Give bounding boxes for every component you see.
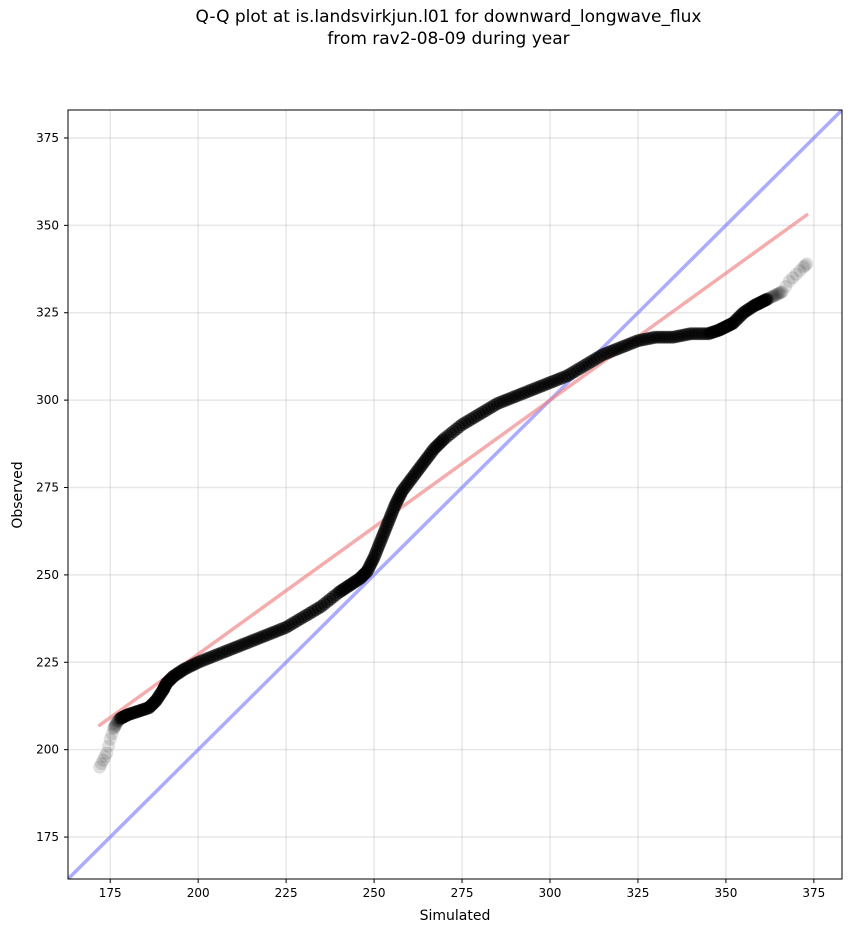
quantile-point	[798, 259, 812, 273]
quantile-point	[96, 753, 110, 767]
quantile-point	[786, 271, 800, 285]
quantile-point	[103, 732, 117, 746]
quantile-point	[775, 285, 789, 299]
quantile-point	[94, 757, 108, 771]
chart-title-line-1: Q-Q plot at is.landsvirkjun.l01 for down…	[195, 7, 702, 27]
quantile-point	[796, 260, 810, 274]
y-tick-label: 300	[36, 393, 59, 407]
quantile-point	[766, 289, 780, 303]
quantile-point	[779, 280, 793, 294]
quantile-point	[762, 291, 776, 305]
chart-title: Q-Q plot at is.landsvirkjun.l01 for down…	[0, 6, 851, 50]
quantile-point	[771, 287, 784, 301]
x-tick-label: 200	[187, 886, 210, 900]
y-tick-label: 325	[36, 306, 59, 320]
quantile-point	[789, 267, 803, 281]
quantile-point	[767, 289, 781, 303]
regression-fit-line	[97, 213, 809, 727]
one-to-one-line	[68, 110, 842, 879]
y-tick-label: 375	[36, 131, 59, 145]
quantile-point	[107, 722, 121, 736]
x-tick-label: 275	[451, 886, 474, 900]
quantile-point	[782, 274, 796, 288]
y-tick-label: 350	[36, 218, 59, 232]
quantile-point	[763, 291, 777, 305]
x-tick-label: 225	[275, 886, 298, 900]
x-axis: 175 200 225 250 275 300 325 350 375	[99, 879, 825, 900]
x-tick-label: 175	[99, 886, 122, 900]
x-tick-label: 325	[626, 886, 649, 900]
quantile-point	[100, 746, 114, 760]
y-tick-label: 200	[36, 743, 59, 757]
quantile-point	[765, 290, 779, 304]
quantile-point	[105, 727, 119, 741]
chart-title-line-2: from rav2-08-09 during year	[327, 29, 570, 49]
quantile-point	[98, 750, 112, 764]
quantile-point	[774, 285, 788, 299]
quantile-point	[769, 288, 783, 302]
quantile-point	[101, 739, 115, 753]
plot-frame	[67, 109, 843, 880]
y-tick-label: 225	[36, 655, 59, 669]
x-tick-label: 300	[539, 886, 562, 900]
quantile-point	[93, 760, 107, 774]
data-points	[93, 257, 814, 774]
y-axis-label: Observed	[10, 461, 26, 528]
quantile-point	[800, 257, 814, 271]
quantile-point	[793, 264, 807, 278]
quantile-point	[760, 292, 774, 306]
quantile-point	[768, 288, 782, 302]
x-tick-label: 375	[802, 886, 825, 900]
quantile-point	[773, 286, 787, 300]
x-axis-label: Simulated	[420, 908, 491, 924]
x-tick-label: 350	[714, 886, 737, 900]
y-tick-label: 175	[36, 830, 59, 844]
quantile-point	[107, 721, 121, 735]
reference-lines	[68, 110, 842, 879]
x-tick-label: 250	[363, 886, 386, 900]
quantile-point	[772, 287, 786, 301]
y-axis: 175 200 225 250 275 300 325 350 375	[36, 131, 68, 844]
y-tick-label: 250	[36, 568, 59, 582]
quantile-point	[761, 292, 775, 306]
y-tick-label: 275	[36, 481, 59, 495]
